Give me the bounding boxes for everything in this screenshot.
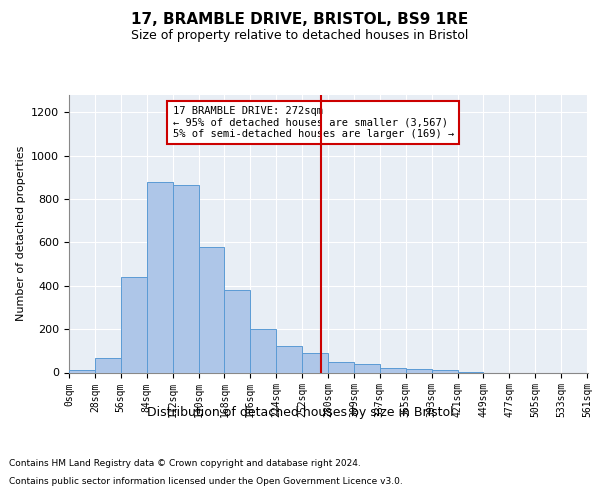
Text: Contains public sector information licensed under the Open Government Licence v3: Contains public sector information licen… [9,476,403,486]
Bar [173,185,199,372]
Y-axis label: Number of detached properties: Number of detached properties [16,146,26,322]
Bar [302,353,328,372]
Bar [354,364,380,372]
Text: 17 BRAMBLE DRIVE: 272sqm
← 95% of detached houses are smaller (3,567)
5% of semi: 17 BRAMBLE DRIVE: 272sqm ← 95% of detach… [173,106,454,139]
Bar [431,370,458,372]
Text: Contains HM Land Registry data © Crown copyright and database right 2024.: Contains HM Land Registry data © Crown c… [9,460,361,468]
Bar [199,247,224,372]
Bar [147,182,173,372]
Bar [328,362,354,372]
Bar [276,346,302,372]
Bar [69,370,95,372]
Bar [121,277,147,372]
Bar [380,368,406,372]
Text: Distribution of detached houses by size in Bristol: Distribution of detached houses by size … [146,406,454,419]
Bar [406,369,431,372]
Bar [224,290,250,372]
Text: Size of property relative to detached houses in Bristol: Size of property relative to detached ho… [131,30,469,43]
Bar [95,358,121,372]
Text: 17, BRAMBLE DRIVE, BRISTOL, BS9 1RE: 17, BRAMBLE DRIVE, BRISTOL, BS9 1RE [131,12,469,26]
Bar [250,329,276,372]
